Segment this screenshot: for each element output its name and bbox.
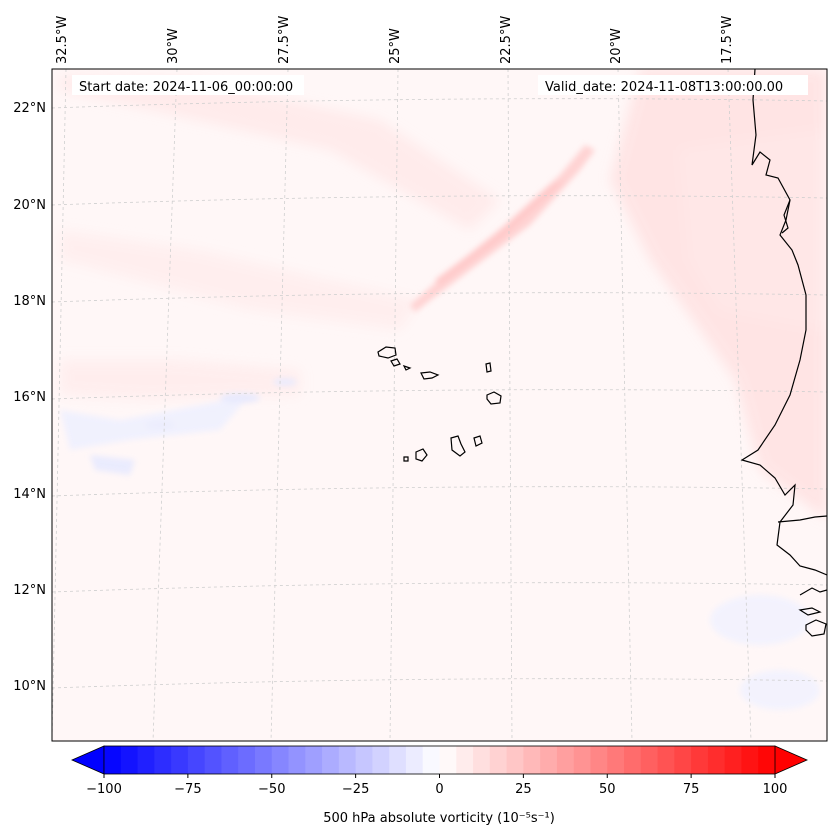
lon-label: 20°W	[609, 28, 624, 64]
island-sao-nicolau	[420, 371, 440, 380]
lon-label: 32.5°W	[55, 16, 70, 64]
island-boa-vista	[486, 391, 502, 405]
colorbar-min-extend	[71, 745, 105, 775]
colorbar-segment	[221, 746, 239, 774]
colorbar-segment	[204, 746, 222, 774]
colorbar-segment	[372, 746, 390, 774]
lat-label: 14°N	[13, 487, 46, 502]
colorbar-segment	[523, 746, 541, 774]
colorbar: −100 −75 −50 −25 0 25 50 75 100 500 hPa absolute…	[71, 745, 808, 826]
colorbar-segment	[271, 746, 290, 774]
colorbar-tick-label: 0	[435, 782, 443, 797]
colorbar-tick-label: −25	[342, 782, 369, 797]
colorbar-segment	[171, 746, 189, 774]
colorbar-segment	[473, 746, 491, 774]
colorbar-segment	[540, 746, 558, 774]
colorbar-segment	[187, 746, 206, 774]
colorbar-segment	[590, 746, 608, 774]
colorbar-segment	[137, 746, 155, 774]
colorbar-segment	[556, 746, 575, 774]
colorbar-segment	[506, 746, 524, 774]
colorbar-segment	[338, 746, 357, 774]
africa-coastline	[740, 69, 827, 637]
colorbar-segment	[104, 746, 122, 774]
colorbar-segment	[456, 746, 474, 774]
lat-label: 22°N	[13, 101, 46, 116]
colorbar-segment	[254, 746, 273, 774]
colorbar-segment	[640, 746, 659, 774]
latitude-labels: 22°N 20°N 18°N 16°N 14°N 12°N 10°N	[13, 101, 46, 694]
colorbar-segment	[674, 746, 692, 774]
lon-label: 30°W	[166, 28, 181, 64]
colorbar-segment	[322, 746, 340, 774]
colorbar-segment	[238, 746, 256, 774]
lat-label: 20°N	[13, 198, 46, 213]
start-date-box	[72, 75, 304, 95]
colorbar-segment	[355, 746, 373, 774]
colorbar-segment	[305, 746, 323, 774]
island-santiago	[450, 435, 466, 457]
vorticity-field	[52, 69, 827, 741]
island-maio	[473, 435, 483, 447]
colorbar-segment	[724, 746, 742, 774]
lat-label: 12°N	[13, 583, 46, 598]
colorbar-segment	[573, 746, 591, 774]
island-fogo	[415, 448, 428, 462]
colorbar-segment	[758, 746, 776, 774]
lon-label: 25°W	[388, 28, 403, 64]
colorbar-tick-label: −100	[86, 782, 122, 797]
lon-label: 22.5°W	[499, 16, 514, 64]
colorbar-segment	[691, 746, 709, 774]
colorbar-segment	[154, 746, 172, 774]
island-santo-antao	[377, 346, 397, 359]
island-brava	[403, 456, 409, 462]
lon-label: 27.5°W	[277, 16, 292, 64]
colorbar-label: 500 hPa absolute vorticity (10⁻⁵s⁻¹)	[323, 811, 555, 826]
island-sal	[485, 362, 492, 373]
island-sao-vicente	[390, 358, 401, 367]
colorbar-segment	[422, 746, 440, 774]
colorbar-tick-label: 100	[763, 782, 788, 797]
colorbar-segment	[389, 746, 407, 774]
lat-label: 16°N	[13, 390, 46, 405]
colorbar-tick-label: −50	[258, 782, 285, 797]
colorbar-segment	[489, 746, 508, 774]
colorbar-tick-label: 50	[599, 782, 616, 797]
island-santa-luzia	[402, 364, 412, 371]
colorbar-tick-label: −75	[174, 782, 201, 797]
start-date-label: Start date: 2024-11-06_00:00:00	[79, 80, 293, 95]
colorbar-segment	[288, 746, 306, 774]
colorbar-segment	[607, 746, 625, 774]
valid-date-box	[538, 75, 808, 95]
colorbar-tick-label: 25	[515, 782, 532, 797]
colorbar-segment	[657, 746, 675, 774]
map-border	[51, 68, 828, 742]
valid-date-label: Valid_date: 2024-11-08T13:00:00.00	[545, 80, 783, 95]
longitude-labels: 32.5°W 30°W 27.5°W 25°W 22.5°W 20°W 17.5…	[55, 16, 735, 64]
colorbar-segment	[439, 746, 457, 774]
lat-label: 10°N	[13, 679, 46, 694]
cape-verde-islands	[377, 346, 502, 462]
colorbar-segment	[624, 746, 642, 774]
colorbar-max-extend	[774, 745, 808, 775]
colorbar-tick-label: 75	[683, 782, 700, 797]
lat-label: 18°N	[13, 294, 46, 309]
colorbar-segment	[707, 746, 726, 774]
colorbar-segment	[741, 746, 759, 774]
colorbar-segment	[120, 746, 139, 774]
lon-label: 17.5°W	[720, 16, 735, 64]
graticule	[52, 69, 827, 741]
colorbar-segment	[405, 746, 424, 774]
